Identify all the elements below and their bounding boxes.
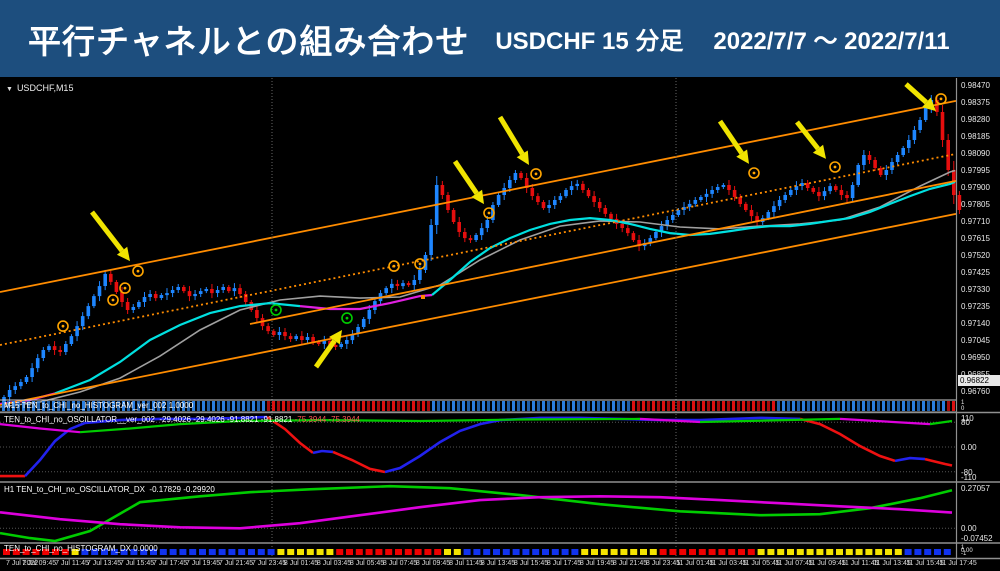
title-bar: 平行チャネルとの組み合わせ USDCHF 15 分足 2022/7/7 ～ 20… — [0, 0, 1000, 77]
page-title: 平行チャネルとの組み合わせ — [28, 22, 470, 60]
annotation-arrow — [452, 159, 479, 195]
price-tick-label: 0.98470 — [961, 81, 990, 90]
signal-circle-gold — [530, 168, 542, 180]
ribbon-indicator-label: M15 TEN_to_CHI_no_HISTOGRAM_ver_002 1.00… — [4, 401, 194, 410]
time-tick-label: 8 Jul 01:45 — [283, 560, 319, 567]
chevron-down-icon: ▼ — [6, 86, 13, 93]
price-tick-label: 0.96760 — [961, 387, 990, 396]
indicator-tick-label: 0.00 — [961, 548, 973, 554]
time-tick-label: 11 Jul 03:45 — [709, 560, 747, 567]
time-tick-label: 8 Jul 09:45 — [415, 560, 451, 567]
price-tick-label: 0.97330 — [961, 285, 990, 294]
time-tick-label: 7 Jul 09:45 — [21, 560, 57, 567]
indicator-tick-label: 0.27057 — [961, 484, 990, 493]
time-tick-label: 8 Jul 21:45 — [612, 560, 648, 567]
time-tick-label: 8 Jul 15:45 — [513, 560, 549, 567]
price-tick-label: 0.97995 — [961, 166, 990, 175]
time-tick-label: 7 Jul 15:45 — [119, 560, 155, 567]
price-tick-label: 0.97045 — [961, 336, 990, 345]
time-tick-label: 8 Jul 17:45 — [546, 560, 582, 567]
signal-circle-gold — [935, 93, 947, 105]
indicator-tick-label: 0 — [961, 406, 965, 412]
signal-circle-green — [270, 304, 282, 316]
indicator-tick-label: 80 — [961, 418, 970, 427]
signal-circle-gold — [414, 258, 426, 270]
price-tick-label: 0.97140 — [961, 319, 990, 328]
signal-circle-gold — [119, 282, 131, 294]
indicator-tick-label: -110 — [961, 473, 977, 482]
indicator-tick-label: -0.07452 — [961, 534, 993, 543]
time-tick-label: 7 Jul 23:45 — [251, 560, 287, 567]
time-tick-label: 11 Jul 09:45 — [808, 560, 846, 567]
time-tick-label: 11 Jul 01:45 — [676, 560, 714, 567]
time-tick-label: 7 Jul 17:45 — [152, 560, 188, 567]
price-tick-label: 0.96855 — [961, 370, 990, 379]
price-tick-label: 0.98280 — [961, 115, 990, 124]
time-tick-label: 11 Jul 11:45 — [841, 560, 879, 567]
histogram-label: TEN_to_CHI_no_HISTOGRAM_DX 0.0000 — [4, 544, 158, 553]
price-tick-label: 0.96950 — [961, 353, 990, 362]
annotation-arrow — [90, 210, 124, 253]
indicator-tick-label: 1 — [961, 400, 965, 406]
signal-square — [421, 295, 425, 299]
time-tick-label: 11 Jul 15:45 — [906, 560, 944, 567]
time-tick-label: 8 Jul 07:45 — [382, 560, 418, 567]
signal-circle-gold — [748, 167, 760, 179]
time-tick-label: 8 Jul 13:45 — [480, 560, 516, 567]
time-tick-label: 8 Jul 19:45 — [579, 560, 615, 567]
time-tick-label: 7 Jul 11:45 — [55, 560, 89, 567]
time-tick-label: 11 Jul 07:45 — [775, 560, 813, 567]
oscillator2-label: H1 TEN_to_CHI_no_OSCILLATOR_DX -0.17829 … — [4, 485, 215, 494]
symbol-label: ▼ USDCHF,M15 — [6, 83, 74, 93]
annotation-arrow — [717, 119, 744, 155]
price-tick-label: 0.98185 — [961, 132, 990, 141]
time-tick-label: 8 Jul 23:45 — [645, 560, 681, 567]
indicator-tick-label: 110 — [961, 414, 974, 423]
annotation-arrow — [497, 115, 525, 156]
signal-circle-gold — [483, 207, 495, 219]
time-tick-label: 11 Jul 13:45 — [873, 560, 911, 567]
time-tick-label: 8 Jul 03:45 — [316, 560, 352, 567]
time-tick-label: 7 Jul 19:45 — [185, 560, 221, 567]
annotation-arrow — [904, 82, 928, 105]
time-tick-label: 11 Jul 17:45 — [939, 560, 977, 567]
price-tick-label: 0.98375 — [961, 98, 990, 107]
time-tick-label: 11 Jul 05:45 — [742, 560, 780, 567]
indicator-tick-label: -1 — [961, 551, 967, 557]
annotation-arrow — [795, 120, 820, 151]
signal-circle-gold — [132, 265, 144, 277]
price-tick-label: 0.97520 — [961, 251, 990, 260]
signal-circle-gold — [57, 320, 69, 332]
indicator-tick-label: 0.00 — [961, 524, 977, 533]
signal-circle-gold — [107, 294, 119, 306]
price-tick-label: 0.97900 — [961, 183, 990, 192]
annotation-arrow — [313, 339, 337, 369]
time-tick-label: 8 Jul 05:45 — [349, 560, 385, 567]
price-tick-label: 0.97805 — [961, 200, 990, 209]
indicator-tick-label: 1 — [961, 545, 965, 551]
time-tick-label: 8 Jul 11:45 — [449, 560, 483, 567]
time-tick-label: 7 Jul 2022 — [6, 560, 39, 567]
indicator-tick-label: 0.00 — [961, 443, 977, 452]
price-tick-label: 0.98090 — [961, 149, 990, 158]
price-tick-label: 0.97710 — [961, 217, 990, 226]
oscillator1-label: TEN_to_CHI_no_OSCILLATOR__ver_002 -29.40… — [4, 415, 360, 424]
price-tick-label: 0.97425 — [961, 268, 990, 277]
signal-circle-gold — [388, 260, 400, 272]
time-tick-label: 7 Jul 13:45 — [86, 560, 122, 567]
indicator-tick-label: -80 — [961, 468, 973, 477]
price-tick-label: 0.97615 — [961, 234, 990, 243]
price-tick-label: 0.97235 — [961, 302, 990, 311]
current-price-badge: 0.96822 — [958, 375, 1000, 386]
title-date-range: 2022/7/7 ～ 2022/7/11 — [713, 28, 950, 55]
signal-circle-green — [341, 312, 353, 324]
time-tick-label: 7 Jul 21:45 — [218, 560, 254, 567]
title-symbol-timeframe: USDCHF 15 分足 — [495, 28, 684, 55]
signal-circle-gold — [829, 161, 841, 173]
